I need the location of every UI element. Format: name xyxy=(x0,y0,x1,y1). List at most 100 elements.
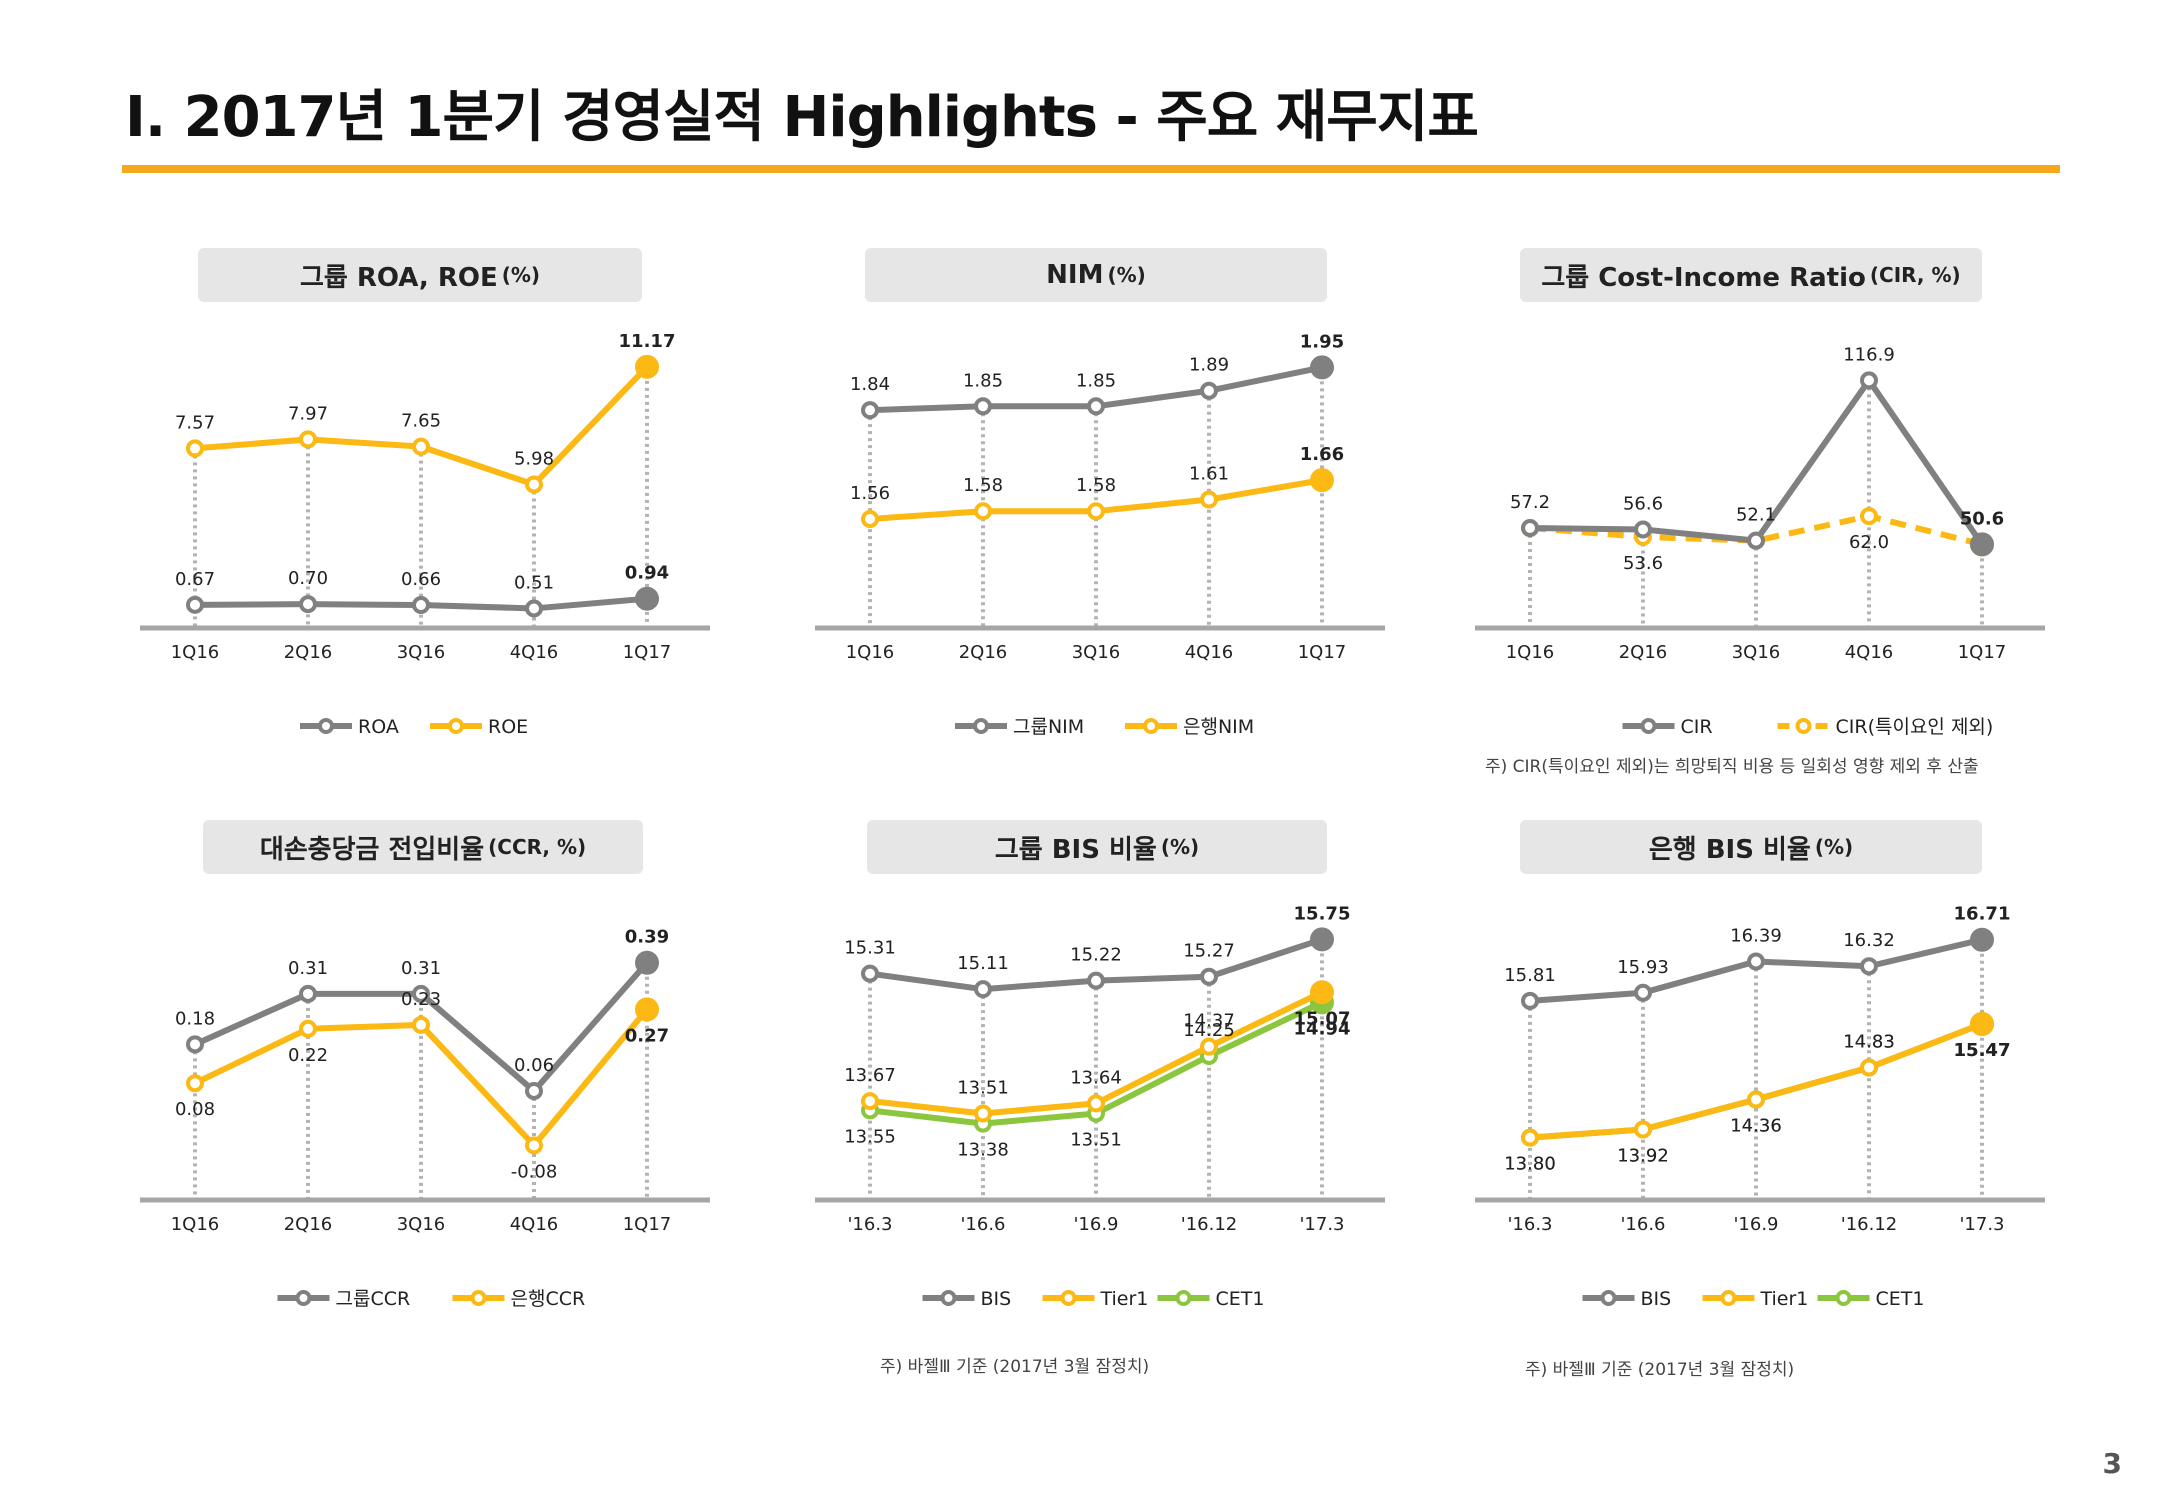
data-label: 11.17 xyxy=(619,331,676,352)
chart-title-unit: (%) xyxy=(1160,835,1200,859)
data-point xyxy=(525,475,543,494)
data-label: 15.22 xyxy=(1070,945,1122,966)
data-point xyxy=(861,509,879,528)
data-point xyxy=(635,950,659,975)
chart-title-unit: (CCR, %) xyxy=(488,835,587,859)
data-point xyxy=(1087,1094,1105,1113)
legend-label: BIS xyxy=(981,1288,1012,1310)
data-point xyxy=(1310,927,1334,952)
data-point xyxy=(1087,971,1105,990)
data-point xyxy=(412,984,430,1003)
data-label: 0.23 xyxy=(401,989,441,1010)
group-bis-footnote: 주) 바젤Ⅲ 기준 (2017년 3월 잠정치) xyxy=(880,1357,1150,1377)
legend-marker xyxy=(1720,1290,1737,1306)
x-tick-label: '16.9 xyxy=(1073,1214,1118,1235)
data-label: 16.32 xyxy=(1843,930,1895,951)
x-tick-label: 1Q16 xyxy=(846,642,895,663)
chart-title: 대손충당금 전입비율 (CCR, %) xyxy=(203,820,643,874)
data-label: 15.47 xyxy=(1954,1040,2011,1061)
x-tick-label: '16.12 xyxy=(1841,1214,1897,1235)
data-label: 15.47 xyxy=(1954,1040,2011,1061)
data-label: 0.22 xyxy=(288,1045,328,1066)
chart-title: 그룹 BIS 비율 (%) xyxy=(867,820,1327,874)
data-point xyxy=(1310,355,1334,380)
chart-title-unit: (%) xyxy=(1107,263,1146,287)
data-label: 1.56 xyxy=(850,483,890,504)
data-point xyxy=(1970,532,1994,557)
chart-title-unit: (%) xyxy=(501,263,541,287)
data-label: 0.67 xyxy=(175,569,215,590)
data-label: 5.98 xyxy=(514,448,554,469)
data-label: 13.64 xyxy=(1070,1067,1122,1088)
chart-panel-nim: NIM (%) 1Q16 2Q16 3Q16 4Q16 1Q17 1.84 1.85 1.85… xyxy=(815,248,1385,768)
x-tick-label: '17.3 xyxy=(1299,1214,1344,1235)
title-rule xyxy=(122,165,2060,173)
data-point xyxy=(1860,957,1878,976)
data-point xyxy=(1200,381,1218,400)
data-label: 1.61 xyxy=(1189,464,1229,485)
data-point xyxy=(1200,490,1218,509)
legend-marker xyxy=(470,1290,487,1306)
data-label: 0.70 xyxy=(288,568,328,589)
data-label: 13.67 xyxy=(844,1065,896,1086)
x-tick-label: 3Q16 xyxy=(397,642,446,663)
page-number: 3 xyxy=(2102,1447,2122,1480)
data-label: -0.08 xyxy=(511,1161,558,1182)
x-tick-label: '16.3 xyxy=(1507,1214,1552,1235)
data-point xyxy=(1747,952,1765,971)
chart-panel-roa-roe: 그룹 ROA, ROE (%) 1Q16 2Q16 3Q16 4Q16 1Q17 0.67… xyxy=(140,248,710,768)
x-tick-label: 1Q16 xyxy=(1506,642,1555,663)
data-label: 15.93 xyxy=(1617,957,1669,978)
data-point xyxy=(1521,519,1539,538)
data-point xyxy=(1634,520,1652,539)
data-point xyxy=(1634,1120,1652,1139)
data-label: 15.07 xyxy=(1294,1008,1351,1029)
chart-title-text: 그룹 ROA, ROE xyxy=(299,262,498,293)
data-point xyxy=(974,502,992,521)
chart-svg: 1Q16 2Q16 3Q16 4Q16 1Q17 57.2 56.6 52.1 116.9 50.… xyxy=(1475,344,2045,738)
x-tick-label: 4Q16 xyxy=(510,642,559,663)
data-point xyxy=(525,1136,543,1155)
data-label: 56.6 xyxy=(1623,493,1663,514)
x-tick-label: 1Q17 xyxy=(623,1214,672,1235)
chart-title-text: 은행 BIS 비율 xyxy=(1648,834,1811,865)
chart-title-text: NIM xyxy=(1046,260,1104,290)
legend-label: Tier1 xyxy=(1760,1288,1809,1310)
x-tick-label: 2Q16 xyxy=(284,642,333,663)
data-label: 15.11 xyxy=(957,953,1009,974)
data-label: 13.51 xyxy=(957,1078,1009,1099)
chart-panel-cir: 그룹 Cost-Income Ratio (CIR, %) 1Q16 2Q16 3Q… xyxy=(1475,248,2045,768)
legend-marker xyxy=(295,1290,312,1306)
data-label: 1.84 xyxy=(850,374,890,395)
chart-title-text: 그룹 Cost-Income Ratio xyxy=(1541,262,1866,293)
data-label: 13.55 xyxy=(844,1126,896,1147)
chart-title: 그룹 ROA, ROE (%) xyxy=(198,248,642,302)
data-label: 1.85 xyxy=(1076,370,1116,391)
data-label: 13.51 xyxy=(1070,1130,1122,1151)
data-label: 116.9 xyxy=(1843,344,1895,365)
legend-label: ROA xyxy=(358,716,399,738)
data-label: 14.36 xyxy=(1730,1116,1782,1137)
legend-label: CIR(특이요인 제외) xyxy=(1836,716,1994,738)
data-point xyxy=(1087,502,1105,521)
legend-marker xyxy=(1795,718,1812,734)
legend-marker xyxy=(940,1290,957,1306)
page-title: Ⅰ. 2017년 1분기 경영실적 Highlights - 주요 재무지표 xyxy=(125,85,1479,150)
data-label: 0.31 xyxy=(401,958,441,979)
data-label: 57.2 xyxy=(1510,492,1550,513)
data-label: 14.83 xyxy=(1843,1032,1895,1053)
data-point xyxy=(1860,371,1878,390)
data-label: 62.0 xyxy=(1849,532,1889,553)
chart-svg: 1Q16 2Q16 3Q16 4Q16 1Q17 1.84 1.85 1.85 1.89 1.95… xyxy=(815,331,1385,738)
data-point xyxy=(525,1081,543,1100)
data-point xyxy=(412,596,430,615)
data-label: 1.66 xyxy=(1300,444,1344,465)
chart-title: NIM (%) xyxy=(865,248,1327,302)
data-label: 7.97 xyxy=(288,403,328,424)
data-point xyxy=(1521,991,1539,1010)
chart-title-unit: (CIR, %) xyxy=(1869,263,1961,287)
data-label: 13.80 xyxy=(1504,1154,1556,1175)
x-tick-label: '16.6 xyxy=(960,1214,1005,1235)
data-point xyxy=(186,1035,204,1054)
legend-marker xyxy=(1143,718,1159,734)
